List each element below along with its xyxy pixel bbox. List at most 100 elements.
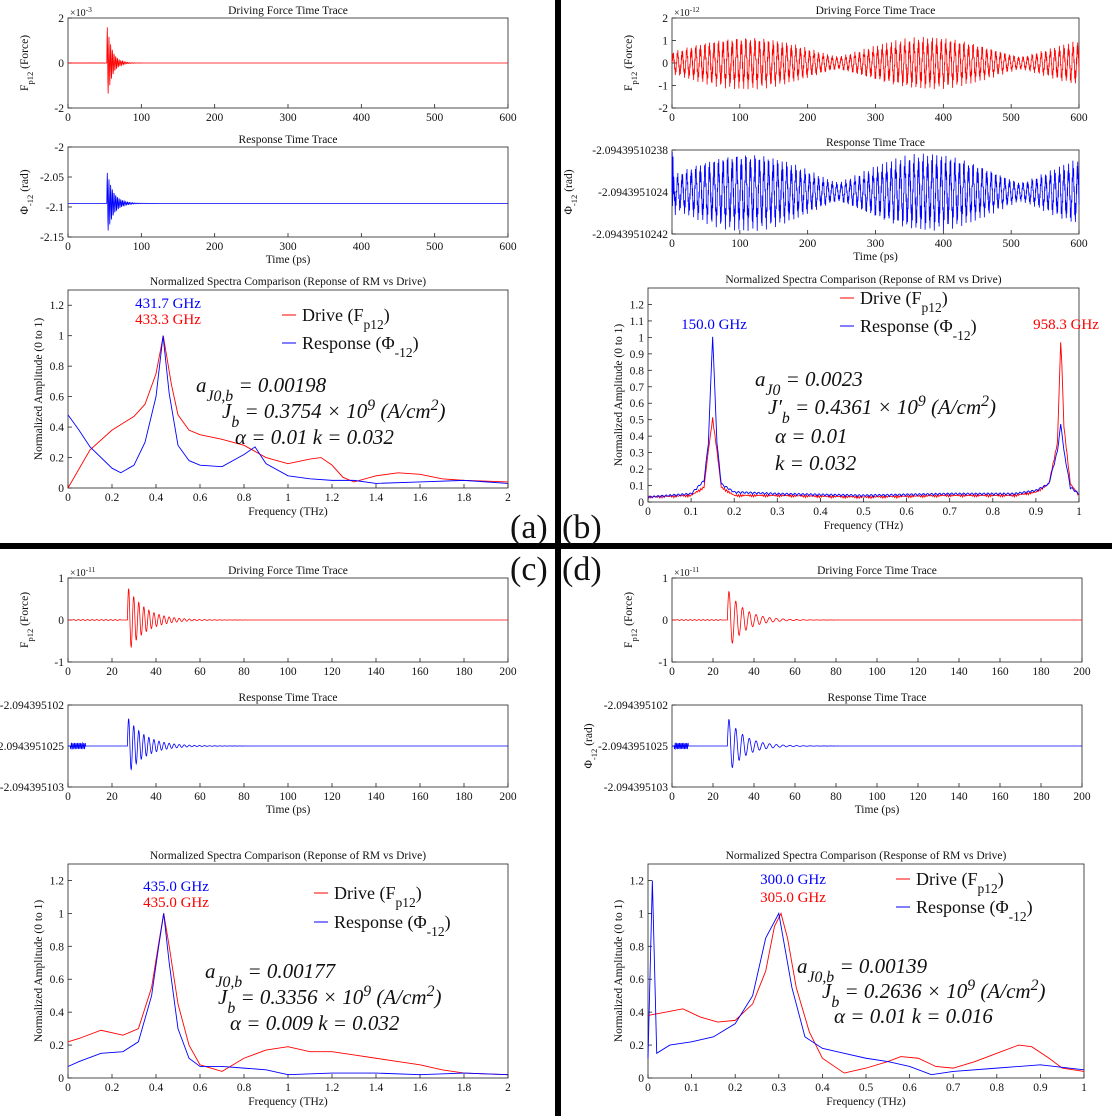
panel-a-spectrum-ytick-label: 0.4	[50, 422, 65, 434]
panel-a-spectrum-ytick-label: 0.6	[50, 392, 65, 404]
panel-b-spectrum-ytick-label: 0.5	[630, 415, 645, 427]
panel-label-b: (b)	[562, 509, 602, 546]
panel-a-response-series-line	[68, 172, 508, 231]
panel-d-drive-xtick-label: 0	[669, 666, 675, 678]
panel-a-drive-xtick-label: 400	[353, 112, 371, 124]
panel-b-freq-xlabel: Frequency (THz)	[824, 520, 904, 532]
panel-b-response-ytick-label: -2.0943951024	[598, 187, 668, 199]
panel-d-response-ytick-label: -2.094395103	[604, 782, 668, 794]
panel-b-spectrum-xtick-label: 0.1	[684, 506, 699, 518]
panel-a-peak-label-response: 431.7 GHz	[135, 296, 201, 312]
panel-c-drive-ytick-label: 1	[58, 573, 64, 585]
panel-a-spectrum-xtick-label: 1.2	[325, 492, 340, 504]
panel-d-drive-xtick-label: 100	[868, 666, 886, 678]
panel-b-annotation-3: α = 0.01	[775, 424, 847, 448]
panel-c-spectrum-title: Normalized Spectra Comparison (Reponse o…	[150, 850, 426, 862]
panel-b-spectrum-response-line	[647, 336, 1080, 499]
panel-b-response-xtick-label: 0	[669, 238, 675, 250]
panel-c-drive-ytick-label: -1	[54, 657, 64, 669]
panel-c-response-xtick-label: 120	[323, 791, 341, 803]
panel-d-response-xtick-label: 0	[669, 791, 675, 803]
panel-a-peak-label-drive: 433.3 GHz	[135, 312, 201, 328]
panel-c-legend-label-response: Response (Φ-12)	[334, 912, 451, 939]
panel-a-spectrum-xtick-label: 0.6	[193, 492, 208, 504]
panel-a-response-ylabel: Φ-12 (rad)	[19, 169, 35, 214]
panel-b-spectrum-ytick-label: 0.4	[630, 431, 645, 443]
panel-c-spectrum-xtick-label: 1	[285, 1082, 291, 1094]
panel-c-spectrum-xtick-label: 0.8	[237, 1082, 252, 1094]
panel-c-drive-xtick-label: 20	[106, 666, 118, 678]
panel-c-response-xtick-label: 60	[194, 791, 206, 803]
panel-c-annotation-3: α = 0.009 k = 0.032	[230, 1011, 400, 1035]
panel-d-legend-label-drive: Drive (Fp12)	[916, 869, 1004, 896]
panel-a-spectrum-xtick-label: 2	[505, 492, 511, 504]
panel-d-spectrum-ytick-label: 0.4	[630, 1007, 645, 1019]
panel-d-annotation-2: Jb = 0.2636 × 109 (A/cm2)	[822, 977, 1045, 1011]
panel-a-response-xtick-label: 600	[499, 241, 517, 253]
panel-a-drive-ytick-label: 2	[58, 13, 64, 25]
panel-a-annotation-1: aJ0,b = 0.00198	[196, 373, 327, 405]
panel-d-drive-xtick-label: 120	[909, 666, 927, 678]
panel-b-spectrum-xtick-label: 0.6	[899, 506, 914, 518]
panel-d-response-xtick-label: 80	[830, 791, 842, 803]
panel-b-legend-label-drive: Drive (Fp12)	[860, 288, 948, 315]
panel-c-response-xtick-label: 40	[150, 791, 162, 803]
panel-c-drive-xtick-label: 160	[411, 666, 429, 678]
panel-a-freq-xlabel: Frequency (THz)	[248, 506, 328, 518]
panel-a-drive-title: Driving Force Time Trace	[228, 5, 348, 17]
panel-b-spectrum-ytick-label: 1	[638, 332, 644, 344]
panel-a-spectrum-xtick-label: 1.8	[457, 492, 472, 504]
panel-d-spectrum-ytick-label: 0.2	[630, 1040, 645, 1052]
panel-b-spectrum-ytick-label: 0.9	[630, 349, 645, 361]
panel-b-response-xtick-label: 100	[731, 238, 749, 250]
panel-c-spectrum-ytick-label: 0.4	[50, 1007, 65, 1019]
panel-b-peak-label-drive: 958.3 GHz	[1033, 317, 1099, 333]
panel-d-spectrum-xtick-label: 1	[1081, 1082, 1087, 1094]
panel-b-spectrum-xtick-label: 0.5	[856, 506, 871, 518]
panel-d-response-xtick-label: 120	[909, 791, 927, 803]
panel-b-spectrum-xtick-label: 0.8	[986, 506, 1001, 518]
panel-b-drive-xtick-label: 400	[935, 112, 953, 124]
panel-c-time-xlabel: Time (ps)	[266, 804, 311, 816]
panel-c-spectrum-xtick-label: 2	[505, 1082, 511, 1094]
panel-a-spectrum-ytick-label: 0.8	[50, 361, 65, 373]
panel-c-legend-label-drive: Drive (Fp12)	[334, 883, 422, 910]
panel-b-response-xtick-label: 400	[935, 238, 953, 250]
panel-a-spectrum-xtick-label: 1.4	[369, 492, 384, 504]
panel-b-drive-ytick-label: -2	[658, 103, 668, 115]
panel-c-response-xtick-label: 80	[238, 791, 250, 803]
panel-d-response-xtick-label: 60	[789, 791, 801, 803]
panel-b-spectrum-ytick-label: 0.1	[630, 481, 645, 493]
panel-a-drive-xtick-label: 200	[206, 112, 224, 124]
panel-c-spectrum-xtick-label: 0.6	[193, 1082, 208, 1094]
panel-d-peak-label-drive: 305.0 GHz	[760, 890, 826, 906]
panel-b-spectrum-ytick-label: 0.7	[630, 382, 645, 394]
panel-b-drive-xtick-label: 0	[669, 112, 675, 124]
panel-c-spectrum-ytick-label: 0.2	[50, 1040, 65, 1052]
panel-d-spectrum-xtick-label: 0.8	[990, 1082, 1005, 1094]
panel-a-spectrum-xtick-label: 0.2	[105, 492, 120, 504]
panel-c-drive-xtick-label: 0	[65, 666, 71, 678]
panel-c-spectrum-xtick-label: 0.2	[105, 1082, 120, 1094]
panel-b-annotation-2: J′b = 0.4361 × 109 (A/cm2)	[768, 393, 996, 427]
panel-d-drive-xtick-label: 160	[991, 666, 1009, 678]
panel-b-drive-ylabel: Fp12 (Force)	[623, 35, 639, 91]
panel-d-spectrum-ytick-label: 1.2	[630, 875, 645, 887]
panel-a-response-xtick-label: 300	[279, 241, 297, 253]
panel-b-spectrum-ytick-label: 0	[638, 497, 644, 509]
panel-a-response-xtick-label: 500	[426, 241, 444, 253]
panel-b-spectrum-ytick-label: 0.8	[630, 365, 645, 377]
panel-a-drive-xtick-label: 300	[279, 112, 297, 124]
panel-d-response-xtick-label: 160	[991, 791, 1009, 803]
panel-c-spectrum-ytick-label: 1.2	[50, 875, 65, 887]
panel-c-annotation-2: Jb = 0.3356 × 109 (A/cm2)	[218, 983, 441, 1017]
panel-d-drive-xtick-label: 80	[830, 666, 842, 678]
panel-a-spectrum-drive-line	[67, 335, 509, 489]
panel-b-response-series-line	[671, 152, 1080, 231]
panel-a-spectrum-xtick-label: 0.4	[149, 492, 164, 504]
panel-a-legend-label-drive: Drive (Fp12)	[302, 305, 390, 332]
panel-d-spectrum-ylabel: Normalized Amplitude (0 to 1)	[613, 900, 625, 1043]
panel-b-spectrum-ytick-label: 0.6	[630, 398, 645, 410]
panel-d-spectrum-xtick-label: 0.2	[728, 1082, 743, 1094]
panel-c-response-ytick-label: -2.094395102	[0, 700, 64, 712]
